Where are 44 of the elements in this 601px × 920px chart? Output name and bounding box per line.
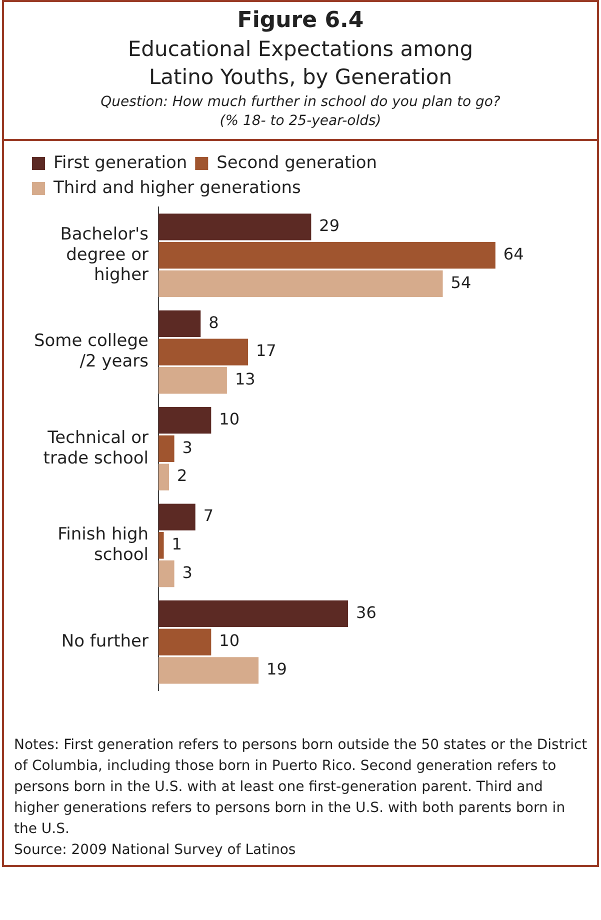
bar	[158, 464, 170, 490]
bar	[158, 242, 496, 269]
data-label: 8	[208, 312, 219, 332]
data-label: 54	[450, 272, 472, 292]
data-label: 7	[203, 506, 214, 526]
bar	[158, 338, 248, 366]
bar	[158, 600, 348, 628]
bar	[158, 214, 312, 240]
legend-label: First generation	[54, 152, 188, 173]
data-label: 19	[266, 660, 287, 679]
data-label: 2	[177, 466, 188, 486]
data-label: 10	[219, 631, 240, 650]
text: Question: How much further in school do you plan to go?	[100, 93, 502, 112]
legend-label: Third and higher generations	[52, 178, 302, 198]
source-note: Source: 2009 National Survey of Latinos	[14, 841, 297, 860]
legend-label: Second generation	[216, 152, 378, 173]
bar	[158, 532, 164, 559]
bar	[158, 628, 212, 656]
bar	[158, 310, 201, 337]
y-tick-label: No further	[61, 631, 149, 652]
data-label: 1	[172, 534, 182, 554]
bar	[158, 367, 227, 394]
text: (% 18- to 25-year-olds)	[218, 112, 382, 131]
text: Notes: First generation refers to persons born outside the 50 states or the District of Columbia, including those born in Puerto Rico. Second generation refers to persons born in the U.S. with at least one first-generation parent. Third and higher generations refers to persons born in the U.S. with both parents born in the U.S.	[14, 736, 588, 839]
bar	[158, 270, 443, 298]
y-tick-label: Some college /2 years	[34, 331, 149, 372]
data-label: 3	[182, 438, 192, 457]
data-label: 13	[234, 370, 256, 389]
data-label: 29	[319, 216, 340, 236]
bar	[158, 435, 174, 462]
y-tick-label: Technical or trade school	[43, 428, 149, 468]
chart-title: Figure 6.4	[236, 8, 365, 33]
bar	[158, 407, 212, 434]
y-tick-label: Bachelor's degree or higher	[60, 224, 149, 286]
bar	[158, 560, 174, 588]
y-tick-label: Finish high school	[58, 524, 149, 565]
data-label: 36	[356, 602, 376, 622]
data-label: 64	[503, 244, 524, 264]
bar	[158, 657, 259, 684]
data-label: 17	[256, 341, 276, 360]
data-label: 10	[219, 409, 240, 428]
chart-subtitle: Educational Expectations among Latino Youths, by Generation	[126, 36, 474, 91]
bar	[158, 504, 196, 530]
data-label: 3	[182, 562, 192, 582]
